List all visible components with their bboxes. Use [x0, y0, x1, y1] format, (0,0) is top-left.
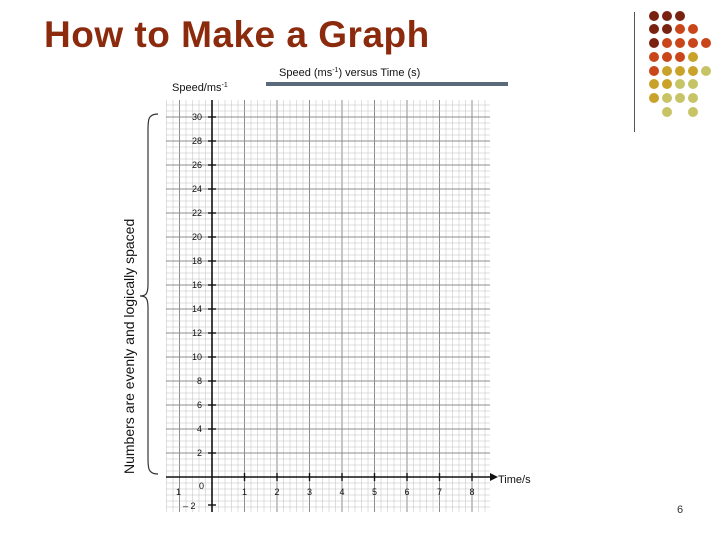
y-tick-label: 16 [192, 280, 202, 290]
graph-caption: Speed (ms-1) versus Time (s) [279, 67, 420, 79]
decorative-dot [649, 38, 659, 48]
y-tick-label: 14 [192, 304, 202, 314]
decorative-dot [675, 93, 685, 103]
decorative-dot [675, 38, 685, 48]
y-tick-label: 24 [192, 184, 202, 194]
x-axis-label: Time/s [498, 474, 531, 486]
y-axis-label: Speed/ms-1 [172, 82, 228, 94]
y-tick-label: 2 [197, 448, 202, 458]
y-tick-label: 10 [192, 352, 202, 362]
decorative-dot [688, 38, 698, 48]
decorative-dot [688, 52, 698, 62]
decorative-dot [675, 11, 685, 21]
decorative-dot [649, 52, 659, 62]
caption-bar [266, 82, 508, 86]
decorative-dot [688, 66, 698, 76]
decorative-dot [675, 66, 685, 76]
decorative-dot [649, 79, 659, 89]
decorative-dot [662, 93, 672, 103]
y-tick-label: 4 [197, 424, 202, 434]
decorative-dot [662, 66, 672, 76]
x-tick-label: 7 [437, 487, 442, 497]
decorative-dot [701, 38, 711, 48]
decorative-dot [649, 93, 659, 103]
decorative-dot [662, 38, 672, 48]
decorative-dot [675, 24, 685, 34]
decorative-dot [662, 11, 672, 21]
decorative-dot [662, 107, 672, 117]
x-tick-label: 8 [469, 487, 474, 497]
decorative-divider [634, 12, 635, 132]
grid-lines [166, 100, 490, 512]
decorative-dot [675, 52, 685, 62]
x-tick-group: 1 2 3 4 5 6 7 8 [242, 473, 475, 497]
x-tick-label: 1 [242, 487, 247, 497]
y-tick-label: 20 [192, 232, 202, 242]
y-tick-label: 30 [192, 112, 202, 122]
decorative-dot [688, 24, 698, 34]
x-tick-label-left: 1 [176, 487, 181, 497]
y-tick-label: 6 [197, 400, 202, 410]
x-tick-label: 5 [372, 487, 377, 497]
decorative-dot [662, 24, 672, 34]
decorative-dot [688, 79, 698, 89]
decorative-dot [662, 52, 672, 62]
decorative-dot [701, 66, 711, 76]
x-tick-label: 6 [404, 487, 409, 497]
page-number: 6 [677, 504, 684, 516]
y-tick-label: 28 [192, 136, 202, 146]
y-tick-label: 22 [192, 208, 202, 218]
y-tick-label: 8 [197, 376, 202, 386]
slide-title: How to Make a Graph [44, 14, 430, 55]
y-tick-label: 18 [192, 256, 202, 266]
decorative-dot [688, 107, 698, 117]
decorative-dot [675, 79, 685, 89]
x-axis-arrow-icon [490, 473, 498, 481]
x-tick-label: 2 [274, 487, 279, 497]
x-tick-label: 3 [307, 487, 312, 497]
decorative-dot [649, 66, 659, 76]
y-tick-label-neg: – 2 [183, 501, 196, 511]
decorative-dot [649, 11, 659, 21]
y-tick-label: 12 [192, 328, 202, 338]
origin-label: 0 [199, 481, 204, 491]
decorative-dot [662, 79, 672, 89]
decorative-dot [688, 93, 698, 103]
y-tick-label: 26 [192, 160, 202, 170]
y-tick-group: 30 28 26 24 22 20 18 16 14 12 10 8 6 4 2 [192, 112, 216, 458]
x-tick-label: 4 [339, 487, 344, 497]
decorative-dot [649, 24, 659, 34]
